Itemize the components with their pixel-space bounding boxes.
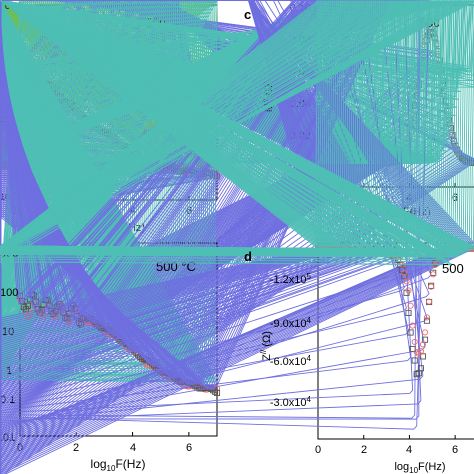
annotation: 500 xyxy=(442,261,464,276)
y-tick-label: -9.0x104 xyxy=(270,316,312,330)
data-point xyxy=(423,317,431,324)
data-point xyxy=(0,0,454,265)
data-point xyxy=(401,269,408,276)
data-point xyxy=(421,329,429,336)
x-tick-label: 4 xyxy=(406,444,412,456)
data-point xyxy=(62,310,69,318)
data-point xyxy=(409,322,416,329)
data-point xyxy=(413,348,420,355)
x-tick-label: 0 xyxy=(17,442,23,454)
plot-frame xyxy=(317,242,474,440)
data-point xyxy=(20,304,27,311)
data-point xyxy=(413,371,420,378)
data-point xyxy=(423,314,431,321)
data-point xyxy=(419,341,426,348)
data-point xyxy=(24,302,31,309)
data-point xyxy=(184,383,191,390)
tick-marks xyxy=(317,435,456,439)
y-axis-label: Z// (Ω) xyxy=(259,331,273,361)
x-axis-label: log10F(Hz) xyxy=(91,457,146,473)
data-point xyxy=(211,388,219,395)
data-point xyxy=(417,365,424,372)
y-tick-label: -3.0x104 xyxy=(270,395,312,409)
data-point xyxy=(22,306,29,313)
x-tick-label: 2 xyxy=(361,444,367,456)
data-point xyxy=(409,345,416,353)
data-point xyxy=(428,283,435,290)
data-point xyxy=(76,319,83,326)
data-point xyxy=(411,338,418,345)
x-tick-label: 6 xyxy=(186,442,192,454)
data-point xyxy=(405,287,412,294)
x-tick-label: 6 xyxy=(452,192,458,204)
data-point xyxy=(401,273,408,280)
x-tick-label: 0 xyxy=(315,444,321,456)
x-axis-label: log10F(Hz) xyxy=(394,461,445,474)
data-point xyxy=(405,309,412,316)
y-tick-label: -6.0x104 xyxy=(270,354,312,368)
data-point xyxy=(417,348,424,355)
data-point xyxy=(407,302,414,309)
y-tick-label: -1.2x105 xyxy=(270,272,312,286)
panel-label: d xyxy=(244,249,252,264)
x-tick-label: 4 xyxy=(130,442,136,454)
data-point xyxy=(426,298,433,305)
data-point xyxy=(0,0,474,88)
x-tick-label: 2 xyxy=(73,442,79,454)
data-point xyxy=(0,0,474,250)
data-point xyxy=(70,302,77,309)
x-tick-label: 6 xyxy=(452,444,458,456)
data-point xyxy=(403,278,410,285)
data-point xyxy=(52,308,59,315)
data-point xyxy=(411,357,418,364)
y-tick-label: 100 xyxy=(0,287,18,299)
data-point xyxy=(430,271,437,278)
data-point xyxy=(407,329,414,336)
annotation: 500 °C xyxy=(156,259,196,274)
panel-label: c xyxy=(244,7,251,22)
data-point xyxy=(213,389,221,396)
